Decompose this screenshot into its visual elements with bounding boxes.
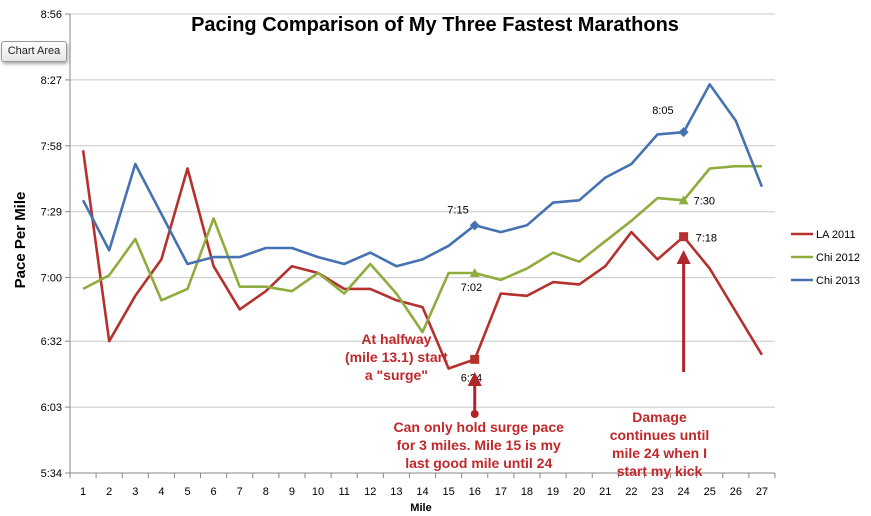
la-2011-point-marker: [470, 354, 480, 364]
x-tick-label: 19: [547, 486, 559, 498]
chart-title: Pacing Comparison of My Three Fastest Ma…: [191, 14, 679, 36]
y-tick-label: 6:03: [41, 402, 62, 414]
chi-2012-point-marker: [678, 195, 689, 205]
x-tick-label: 17: [495, 486, 507, 498]
legend-label: LA 2011: [816, 229, 856, 241]
legend-label: Chi 2013: [816, 275, 860, 287]
y-tick-label: 6:32: [41, 336, 62, 348]
x-axis-title: Mile: [410, 502, 431, 514]
chi-2012-point-marker: [469, 268, 480, 278]
x-tick-label: 27: [756, 486, 768, 498]
y-tick-label: 5:34: [41, 468, 62, 480]
x-tick-label: 13: [390, 486, 402, 498]
y-tick-label: 7:58: [41, 141, 62, 153]
x-tick-label: 9: [289, 486, 295, 498]
x-tick-label: 15: [442, 486, 454, 498]
y-tick-label: 7:29: [41, 207, 62, 219]
x-tick-label: 25: [704, 486, 716, 498]
la-2011-point-marker: [679, 232, 689, 242]
x-tick-label: 8: [263, 486, 269, 498]
legend-label: Chi 2012: [816, 252, 860, 264]
data-label: 8:05: [652, 105, 673, 117]
chart-area-tooltip: Chart Area: [1, 41, 67, 62]
series-line-la-2011: [81, 150, 764, 370]
legend: LA 2011 Chi 2012 Chi 2013: [791, 229, 860, 287]
x-tick-label: 3: [132, 486, 138, 498]
x-tick-label: 10: [312, 486, 324, 498]
annotation-arrow-mile-24-head: [676, 250, 691, 264]
data-label: 7:18: [696, 233, 717, 245]
data-label: 7:30: [694, 195, 715, 207]
x-tick-label: 12: [364, 486, 376, 498]
x-tick-label: 23: [651, 486, 663, 498]
series-lines: [81, 83, 764, 370]
highlight-markers: [469, 127, 689, 364]
x-tick-label: 11: [338, 486, 349, 498]
data-label: 7:02: [461, 282, 482, 294]
annotation-text: At halfway (mile 13.1) start a "surge": [345, 331, 448, 383]
chi-2013-point-marker: [678, 127, 689, 138]
annotation-arrow-mile-16-head: [467, 372, 482, 386]
x-tick-label: 2: [106, 486, 112, 498]
y-tick-label: 7:00: [41, 273, 62, 285]
x-tick-label: 18: [521, 486, 533, 498]
x-tick-label: 7: [237, 486, 243, 498]
axes: 5:346:036:327:007:297:588:278:561 2 3 4 5 6 7 8…: [41, 9, 776, 498]
x-tick-label: 24: [677, 486, 689, 498]
data-labels: 7:157:026:248:057:307:18: [447, 105, 717, 384]
annotations: At halfway (mile 13.1) start a "surge" Can …: [345, 250, 709, 479]
x-tick-label: 14: [416, 486, 428, 498]
x-tick-label: 26: [730, 486, 742, 498]
x-tick-label: 1: [80, 486, 86, 498]
series-line-chi-2012: [82, 164, 762, 334]
chi-2013-point-marker: [469, 220, 480, 231]
x-tick-label: 16: [469, 486, 481, 498]
x-tick-label: 5: [184, 486, 190, 498]
x-tick-label: 22: [625, 486, 637, 498]
x-tick-label: 4: [158, 486, 164, 498]
x-tick-label: 6: [211, 486, 217, 498]
x-tick-label: 21: [599, 486, 611, 498]
y-tick-label: 8:56: [41, 9, 62, 21]
data-label: 7:15: [447, 204, 468, 216]
annotation-arrow-tail: [470, 410, 479, 418]
annotation-text: Can only hold surge pace for 3 miles. Mil…: [394, 419, 565, 471]
y-tick-label: 8:27: [41, 75, 62, 87]
series-line-chi-2013: [81, 83, 764, 268]
x-tick-label: 20: [573, 486, 585, 498]
y-axis-title: Pace Per Mile: [12, 192, 29, 289]
